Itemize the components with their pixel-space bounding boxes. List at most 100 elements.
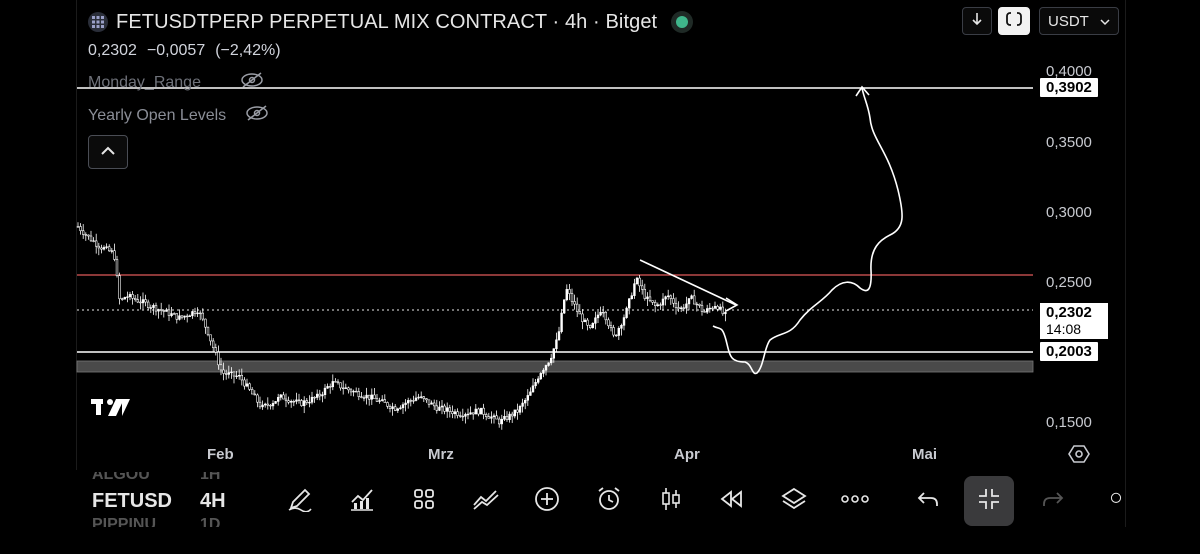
eye-off-icon[interactable]	[239, 71, 265, 94]
candle-body	[375, 398, 379, 402]
candle-body	[705, 308, 709, 313]
indicator-yearly-open[interactable]: Yearly Open Levels	[88, 104, 270, 127]
candle-body	[578, 311, 582, 315]
undo-icon[interactable]	[913, 484, 943, 514]
candle-body	[583, 319, 587, 323]
candle-body	[100, 247, 103, 250]
candle-body	[131, 294, 134, 299]
candle-body	[292, 400, 295, 403]
indicator-monday-range[interactable]: Monday_Range	[88, 71, 265, 94]
candle-body	[599, 311, 602, 316]
redo-icon[interactable]	[1038, 484, 1068, 514]
candle-body	[212, 340, 215, 348]
add-icon[interactable]	[532, 484, 562, 514]
candle-body	[313, 396, 316, 399]
candle-body	[199, 312, 202, 315]
candle-body	[412, 400, 415, 402]
symbol-label[interactable]: FETUSD	[92, 490, 172, 512]
chart-settings-button[interactable]	[1068, 444, 1090, 469]
candle-body	[453, 411, 457, 415]
candle-body	[269, 404, 272, 407]
candle-body	[505, 415, 509, 420]
pen-icon[interactable]	[285, 484, 315, 514]
candle-body	[414, 397, 418, 401]
search-icon[interactable]	[1108, 484, 1124, 514]
candle-body	[386, 402, 389, 407]
candle-body	[703, 311, 706, 313]
market-status-icon[interactable]	[671, 11, 694, 33]
candle-body	[440, 405, 444, 408]
candle-body	[243, 379, 246, 387]
candle-body	[534, 382, 537, 387]
candle-body	[404, 402, 407, 405]
currency-select[interactable]: USDT	[1039, 7, 1119, 35]
candles-icon[interactable]	[656, 484, 686, 514]
candle-body	[92, 240, 95, 242]
candle-body	[422, 396, 425, 399]
candle-body	[258, 401, 262, 408]
candle-body	[464, 414, 467, 417]
chart-title[interactable]: FETUSDTPERP PERPETUAL MIX CONTRACT · 4h …	[116, 10, 658, 33]
candle-body	[339, 382, 342, 389]
replay-icon[interactable]	[717, 484, 747, 514]
candle-body	[318, 393, 321, 397]
candle-body	[547, 362, 550, 366]
candle-body	[674, 302, 678, 308]
candle-body	[204, 318, 207, 328]
candle-body	[219, 364, 223, 371]
more-icon[interactable]	[840, 484, 870, 514]
candle-body	[648, 296, 652, 302]
candle-body	[640, 285, 644, 290]
layout-grid-icon[interactable]	[409, 484, 439, 514]
level-high-label: 0,3902	[1040, 78, 1098, 97]
fullscreen-button[interactable]	[998, 7, 1030, 35]
candle-body	[134, 298, 137, 300]
collapse-legend-button[interactable]	[88, 135, 128, 169]
indicators-icon[interactable]	[347, 484, 377, 514]
layers-icon[interactable]	[779, 484, 809, 514]
timeframe-label[interactable]: 4H	[200, 490, 226, 512]
candle-body	[326, 386, 329, 389]
candle-body	[173, 313, 176, 315]
candle-body	[388, 406, 392, 409]
level-low-label: 0,2003	[1040, 342, 1098, 361]
price-change-pct: (−2,42%)	[215, 42, 281, 59]
candle-body	[191, 311, 194, 317]
exit-fullscreen-button[interactable]	[964, 476, 1014, 526]
candle-body	[622, 317, 626, 326]
candle-body	[695, 303, 699, 306]
last-price: 0,2302	[88, 42, 137, 59]
candle-body	[396, 408, 399, 411]
candle-body	[523, 399, 527, 404]
candle-body	[458, 415, 462, 417]
candle-body	[687, 298, 691, 305]
candle-body	[399, 407, 402, 410]
candle-body	[149, 307, 152, 309]
candle-body	[245, 383, 249, 387]
download-button[interactable]	[962, 7, 992, 35]
candle-body	[487, 416, 490, 419]
candle-body	[471, 412, 475, 415]
candle-body	[328, 386, 332, 388]
compare-icon[interactable]	[471, 484, 501, 514]
candle-body	[698, 303, 701, 306]
candle-body	[503, 415, 506, 420]
candle-body	[682, 307, 686, 309]
watchlist-next-symbol[interactable]: PIPPINU	[92, 516, 157, 527]
alarm-icon[interactable]	[594, 484, 624, 514]
eye-off-icon[interactable]	[244, 104, 270, 127]
candle-body	[123, 297, 127, 300]
candle-body	[352, 390, 355, 393]
chart-header: FETUSDTPERP PERPETUAL MIX CONTRACT · 4h …	[88, 8, 694, 36]
candle-body	[542, 369, 545, 374]
candle-body	[451, 411, 454, 415]
watchlist-prev-symbol[interactable]: ALGOU	[92, 466, 150, 483]
candle-body	[552, 348, 556, 359]
candle-body	[531, 385, 535, 393]
watchlist-prev-tf: 1H	[200, 466, 221, 483]
candle-body	[310, 396, 314, 403]
candle-body	[308, 401, 311, 404]
candle-body	[84, 234, 88, 236]
candle-body	[118, 275, 121, 300]
